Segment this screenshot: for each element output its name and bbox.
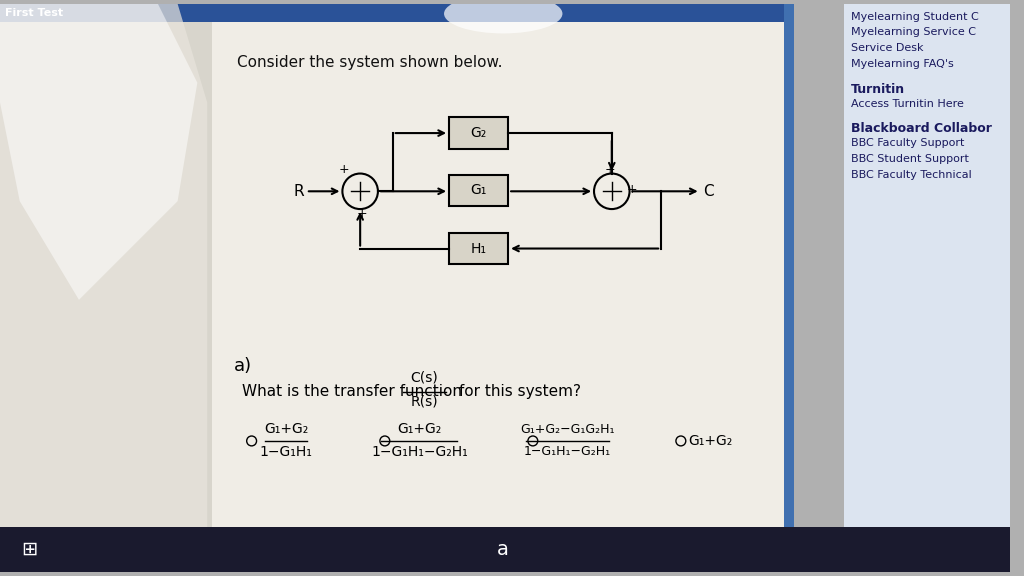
Text: G₁+G₂: G₁+G₂ <box>688 434 732 448</box>
Text: 1−G₁H₁−G₂H₁: 1−G₁H₁−G₂H₁ <box>371 445 468 459</box>
Text: R(s): R(s) <box>411 395 438 408</box>
Text: BBC Faculty Technical: BBC Faculty Technical <box>851 169 972 180</box>
Polygon shape <box>0 527 1011 572</box>
Text: G₂: G₂ <box>470 126 486 140</box>
Text: 1−G₁H₁−G₂H₁: 1−G₁H₁−G₂H₁ <box>524 445 611 458</box>
Text: First Test: First Test <box>5 7 63 18</box>
Text: BBC Faculty Support: BBC Faculty Support <box>851 138 964 148</box>
Polygon shape <box>844 4 1011 572</box>
Text: +: + <box>627 183 637 196</box>
Text: Service Desk: Service Desk <box>851 43 923 54</box>
Polygon shape <box>212 4 790 527</box>
Text: G₁+G₂: G₁+G₂ <box>397 422 441 436</box>
Text: Myelearning Student C: Myelearning Student C <box>851 12 978 22</box>
Polygon shape <box>0 4 212 21</box>
Text: C(s): C(s) <box>411 371 438 385</box>
Text: Myelearning FAQ's: Myelearning FAQ's <box>851 59 953 69</box>
Text: Consider the system shown below.: Consider the system shown below. <box>237 55 503 70</box>
Text: 1−G₁H₁: 1−G₁H₁ <box>260 445 312 459</box>
Text: +: + <box>339 163 349 176</box>
Text: C: C <box>703 184 714 199</box>
Text: G₁+G₂: G₁+G₂ <box>264 422 308 436</box>
Text: R: R <box>293 184 304 199</box>
Text: G₁+G₂−G₁G₂H₁: G₁+G₂−G₁G₂H₁ <box>520 423 614 436</box>
Text: +: + <box>356 207 368 219</box>
Text: Myelearning Service C: Myelearning Service C <box>851 28 976 37</box>
Polygon shape <box>212 4 790 21</box>
Text: BBC Student Support: BBC Student Support <box>851 154 969 164</box>
Text: Access Turnitin Here: Access Turnitin Here <box>851 98 964 108</box>
Ellipse shape <box>444 0 562 33</box>
Text: G₁: G₁ <box>470 183 486 198</box>
Text: for this system?: for this system? <box>454 384 581 399</box>
Polygon shape <box>0 4 198 300</box>
Polygon shape <box>784 4 795 527</box>
FancyBboxPatch shape <box>449 233 508 264</box>
Text: H₁: H₁ <box>471 241 486 256</box>
Text: What is the transfer function: What is the transfer function <box>242 384 467 399</box>
FancyBboxPatch shape <box>449 118 508 149</box>
Text: +: + <box>604 163 615 176</box>
Text: Turnitin: Turnitin <box>851 83 904 96</box>
Text: a): a) <box>233 357 252 375</box>
Polygon shape <box>0 4 212 572</box>
Text: Blackboard Collabor: Blackboard Collabor <box>851 122 991 135</box>
FancyBboxPatch shape <box>449 175 508 206</box>
Text: ⊞: ⊞ <box>22 540 38 559</box>
Polygon shape <box>0 4 207 572</box>
Text: a: a <box>498 540 509 559</box>
